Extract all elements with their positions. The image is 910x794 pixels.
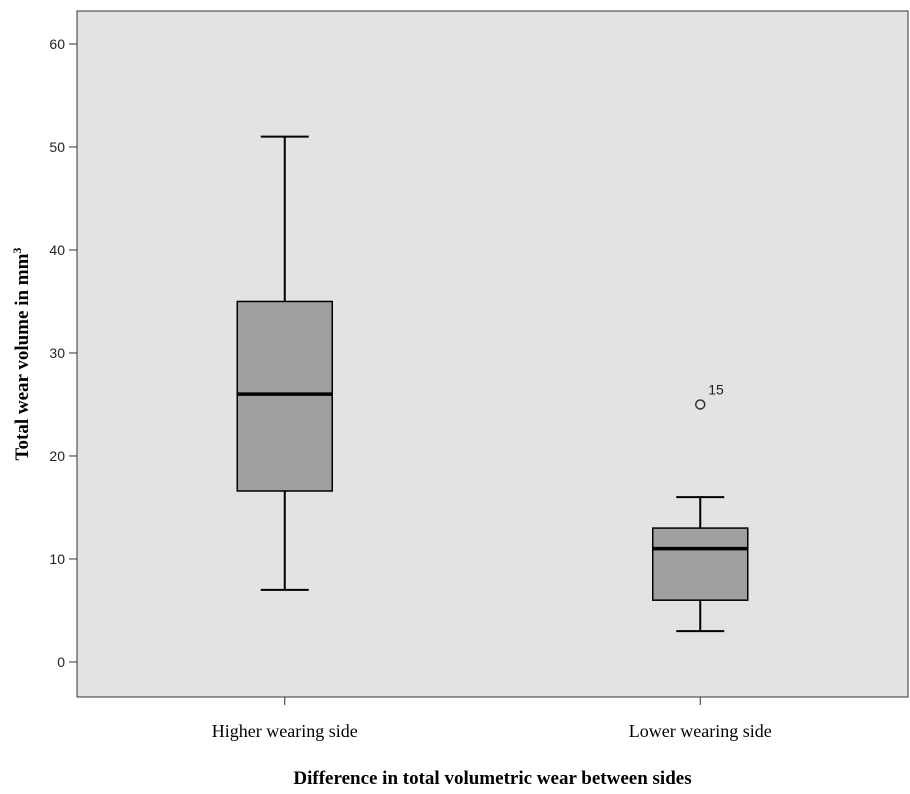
plot-area (76, 10, 909, 698)
outlier-label: 15 (708, 381, 724, 397)
x-category-label: Lower wearing side (629, 721, 772, 741)
y-axis-ticks: 0 10 20 30 40 50 60 (49, 36, 77, 670)
x-category-label: Higher wearing side (212, 721, 358, 741)
y-axis-title: Total wear volume in mm3 (10, 248, 33, 461)
x-axis-ticks: Higher wearing side Lower wearing side (212, 697, 772, 741)
box-series: 15 (236, 135, 749, 633)
y-axis-title-superscript: 3 (10, 248, 24, 254)
y-tick-label: 10 (49, 551, 65, 567)
x-axis-title: Difference in total volumetric wear betw… (293, 768, 691, 789)
interquartile-box (652, 527, 749, 601)
y-tick-label: 40 (49, 242, 65, 258)
y-axis-title-text: Total wear volume in mm (12, 253, 33, 460)
box-group (236, 135, 333, 591)
y-tick-label: 30 (49, 345, 65, 361)
interquartile-box (236, 300, 333, 492)
y-tick-label: 0 (57, 654, 65, 670)
y-tick-label: 50 (49, 139, 65, 155)
y-tick-label: 60 (49, 36, 65, 52)
y-tick-label: 20 (49, 448, 65, 464)
box-group: 15 (652, 381, 749, 633)
outlier-point (695, 399, 706, 410)
